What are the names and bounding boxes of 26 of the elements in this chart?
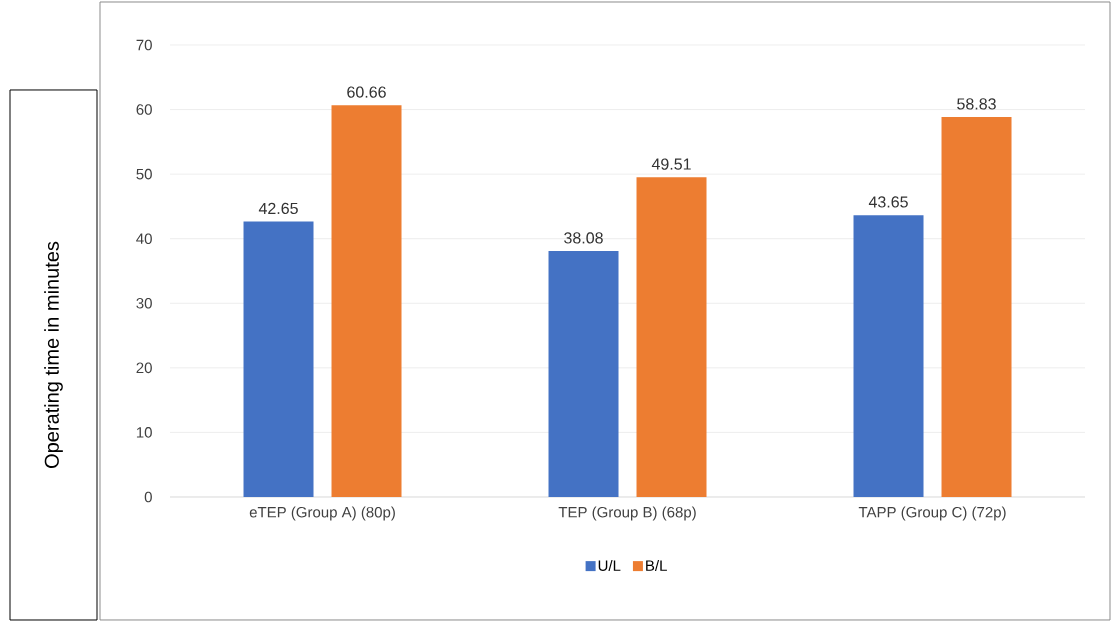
y-tick-label: 40 bbox=[136, 233, 152, 244]
bar bbox=[243, 221, 314, 497]
y-tick-label: 60 bbox=[136, 104, 152, 115]
bar bbox=[331, 105, 402, 497]
data-label: 42.65 bbox=[258, 202, 298, 215]
data-label: 49.51 bbox=[651, 158, 691, 170]
x-tick-label: TEP (Group B) (68p) bbox=[558, 506, 696, 521]
bar bbox=[548, 251, 619, 497]
bar bbox=[853, 215, 924, 497]
y-tick-label: 20 bbox=[136, 362, 152, 374]
bar bbox=[941, 117, 1012, 497]
y-axis-title: Operating time in minutes bbox=[44, 241, 63, 468]
y-tick-label: 0 bbox=[144, 491, 152, 503]
y-tick-label: 10 bbox=[136, 427, 152, 438]
x-tick-label: eTEP (Group A) (80p) bbox=[249, 506, 395, 521]
legend-label: U/L bbox=[598, 559, 621, 571]
y-tick-label: 70 bbox=[136, 39, 152, 51]
x-tick-label: TAPP (Group C) (72p) bbox=[858, 506, 1006, 521]
legend-label: B/L bbox=[646, 559, 667, 571]
bar bbox=[636, 177, 707, 497]
data-label: 38.08 bbox=[564, 232, 603, 244]
data-label: 43.65 bbox=[868, 196, 908, 208]
data-label: 58.83 bbox=[957, 98, 996, 110]
y-tick-label: 30 bbox=[136, 297, 152, 309]
data-label: 60.66 bbox=[347, 86, 386, 98]
y-tick-label: 50 bbox=[136, 168, 152, 180]
